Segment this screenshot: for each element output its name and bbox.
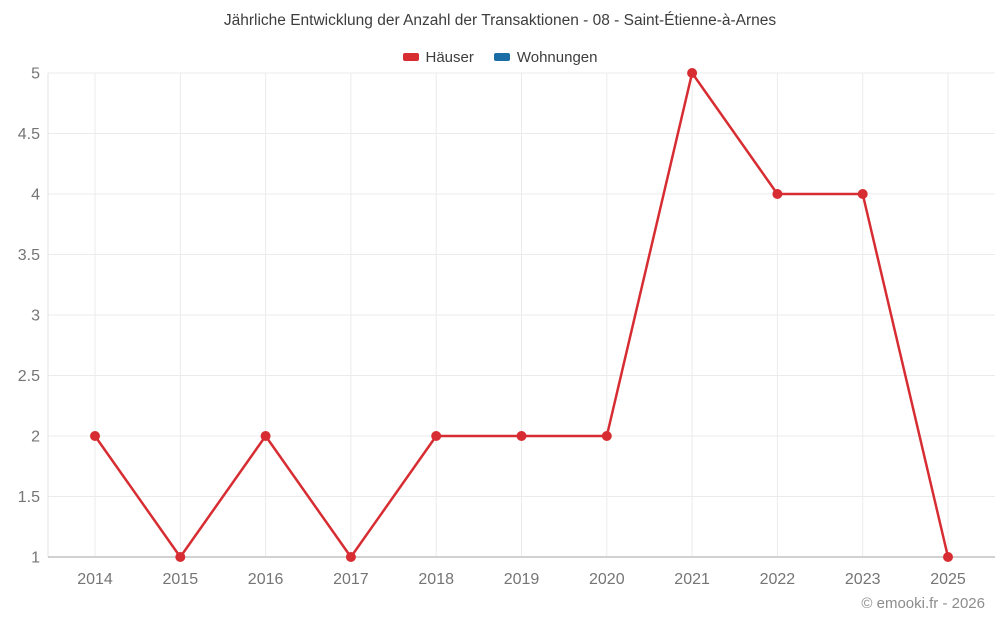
x-tick-label-2018: 2018 <box>418 571 454 588</box>
legend-item-hauser[interactable]: Häuser <box>402 48 474 66</box>
data-point-hauser-2016[interactable] <box>260 431 271 441</box>
legend-label-hauser: Häuser <box>425 48 474 66</box>
data-point-hauser-2021[interactable] <box>687 68 698 78</box>
x-tick-label-2025: 2025 <box>930 571 966 588</box>
data-point-hauser-2023[interactable] <box>857 189 868 199</box>
y-tick-label-1: 1 <box>31 550 40 567</box>
legend-label-wohnungen: Wohnungen <box>516 48 598 66</box>
y-tick-label-3.5: 3.5 <box>18 247 40 264</box>
x-tick-label-2017: 2017 <box>333 571 369 588</box>
legend: Häuser Wohnungen <box>0 48 1000 66</box>
x-tick-label-2014: 2014 <box>77 571 113 588</box>
y-tick-label-5: 5 <box>31 66 40 83</box>
data-point-hauser-2020[interactable] <box>601 431 612 441</box>
x-tick-label-2021: 2021 <box>674 571 710 588</box>
y-tick-label-1.5: 1.5 <box>18 489 40 506</box>
hauser-series-swatch-icon <box>402 53 419 61</box>
chart-title: Jährliche Entwicklung der Anzahl der Tra… <box>223 12 777 29</box>
y-tick-label-2.5: 2.5 <box>18 368 40 385</box>
x-tick-label-2019: 2019 <box>504 571 540 588</box>
x-tick-label-2022: 2022 <box>760 571 796 588</box>
data-point-hauser-2018[interactable] <box>431 431 442 441</box>
data-point-hauser-2017[interactable] <box>345 552 356 562</box>
y-tick-label-4: 4 <box>31 187 40 204</box>
data-point-hauser-2015[interactable] <box>175 552 186 562</box>
data-point-hauser-2014[interactable] <box>90 431 100 441</box>
wohnungen-series-swatch-icon <box>493 53 510 61</box>
x-tick-label-2023: 2023 <box>845 571 881 588</box>
y-tick-label-4.5: 4.5 <box>18 126 40 143</box>
data-point-hauser-2022[interactable] <box>772 189 783 199</box>
data-point-hauser-2025[interactable] <box>943 552 953 562</box>
copyright: © emooki.fr - 2026 <box>861 595 985 612</box>
x-tick-label-2020: 2020 <box>589 571 625 588</box>
y-tick-label-2: 2 <box>31 429 40 446</box>
y-tick-label-3: 3 <box>31 308 40 325</box>
data-point-hauser-2019[interactable] <box>516 431 527 441</box>
x-tick-label-2015: 2015 <box>163 571 199 588</box>
x-tick-label-2016: 2016 <box>248 571 284 588</box>
legend-item-wohnungen[interactable]: Wohnungen <box>493 48 598 66</box>
